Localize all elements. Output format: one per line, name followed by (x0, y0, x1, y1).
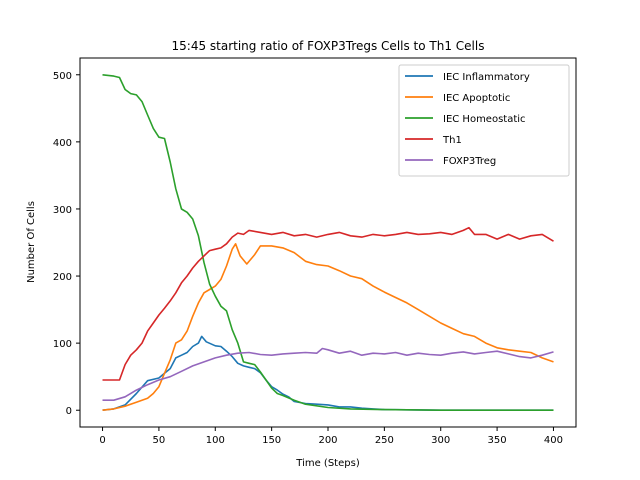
y-tick-label: 200 (53, 272, 72, 283)
x-axis: 0 50 100 150 200 250 300 350 400 (99, 427, 563, 446)
series-line-4 (102, 347, 554, 401)
legend: IEC Inflammatory IEC Apoptotic IEC Homeost… (398, 64, 570, 177)
x-tick-label: 300 (431, 435, 450, 446)
y-axis: 0 100 200 300 400 500 (53, 71, 80, 417)
x-tick-label: 400 (544, 435, 563, 446)
legend-label: Th1 (442, 135, 462, 146)
chart-title: 15:45 starting ratio of FOXP3Tregs Cells… (172, 39, 485, 53)
y-tick-label: 300 (53, 205, 72, 216)
x-tick-label: 350 (488, 435, 507, 446)
y-tick-label: 100 (53, 339, 72, 350)
y-tick-label: 400 (53, 138, 72, 149)
legend-label: IEC Apoptotic (443, 93, 510, 104)
x-axis-label: Time (Steps) (295, 458, 360, 469)
legend-label: FOXP3Treg (443, 156, 496, 167)
x-tick-label: 150 (262, 435, 281, 446)
legend-label: IEC Homeostatic (443, 114, 526, 125)
series-line-1 (102, 243, 554, 411)
series-line-3 (102, 226, 554, 381)
series-line-0 (102, 335, 554, 411)
x-tick-label: 250 (375, 435, 394, 446)
x-tick-label: 100 (206, 435, 225, 446)
x-tick-label: 50 (153, 435, 166, 446)
series-line-2 (102, 74, 554, 411)
legend-box (398, 64, 570, 177)
x-tick-label: 0 (99, 435, 105, 446)
y-axis-label: Number Of Cells (26, 201, 37, 283)
y-tick-label: 500 (53, 71, 72, 82)
x-tick-label: 200 (318, 435, 337, 446)
legend-label: IEC Inflammatory (443, 72, 530, 83)
y-tick-label: 0 (66, 406, 72, 417)
